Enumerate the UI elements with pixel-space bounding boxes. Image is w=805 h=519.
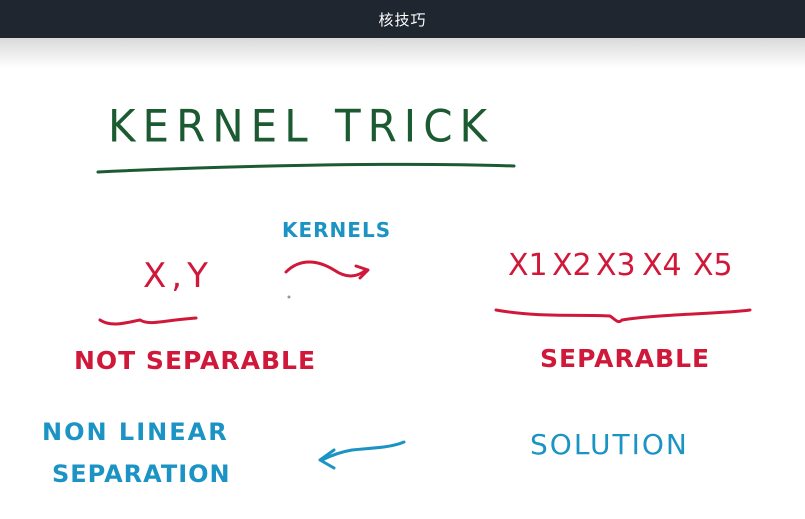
solution-label: SOLUTION (530, 428, 689, 461)
feature-x5: X5 (693, 248, 733, 283)
input-brace (98, 316, 198, 326)
feature-x2: X2 (552, 248, 592, 283)
feature-x4: X4 (642, 248, 682, 283)
pen-dot (287, 295, 291, 299)
feature-x3: X3 (596, 248, 636, 283)
whiteboard: KERNEL TRICK KERNELS X,Y X1 X2 X3 X4 X5 … (0, 38, 805, 519)
kernels-arrow-icon (284, 260, 370, 280)
not-separable-label: NOT SEPARABLE (74, 346, 317, 375)
non-linear-label: NON LINEAR (42, 418, 229, 446)
separation-label: SEPARATION (52, 460, 231, 488)
feature-x1: X1 (508, 248, 548, 283)
pen-strokes (96, 162, 752, 470)
heading-underline (96, 162, 516, 174)
kernels-label: KERNELS (282, 218, 392, 242)
title-bar: 核技巧 (0, 0, 805, 38)
input-features: X,Y (143, 256, 213, 296)
output-brace (494, 308, 752, 324)
heading: KERNEL TRICK (108, 100, 495, 153)
separable-label: SEPARABLE (540, 344, 711, 373)
window-title: 核技巧 (378, 10, 427, 29)
title-bar-shadow (0, 38, 805, 68)
solution-arrow-icon (318, 440, 406, 470)
